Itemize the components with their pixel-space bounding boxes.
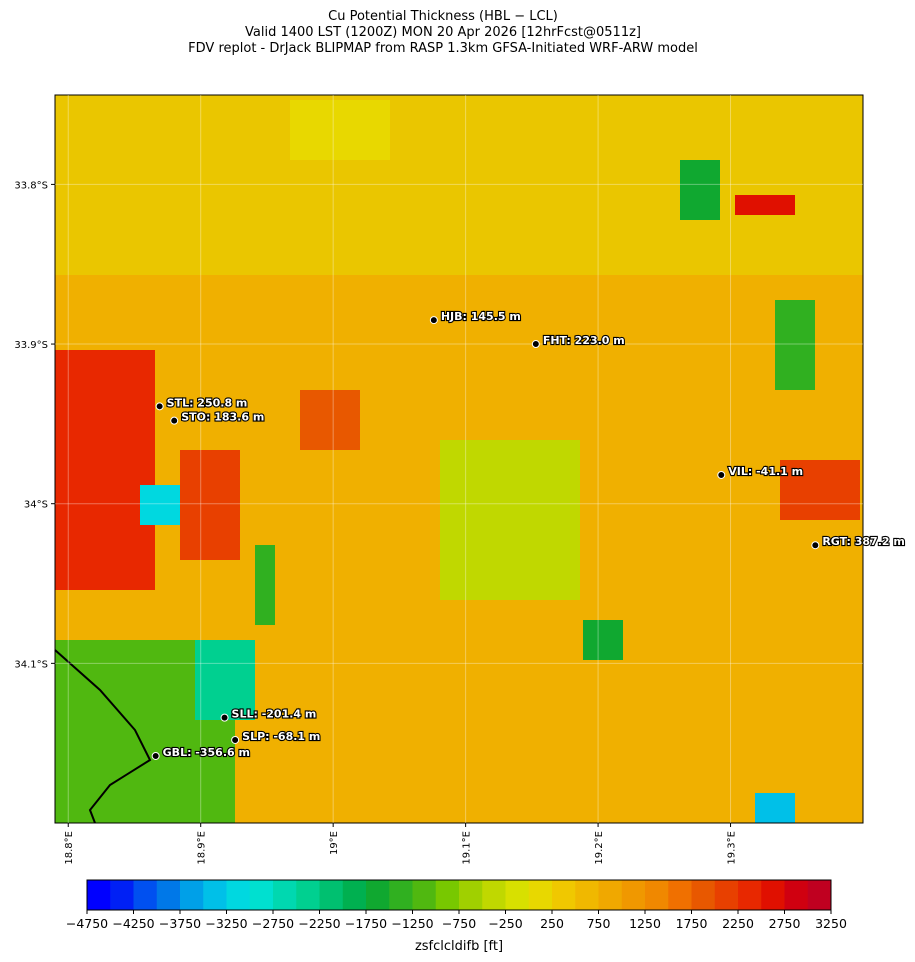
station-label: RGT: 387.2 m	[822, 535, 905, 548]
colorbar-swatch	[505, 880, 530, 910]
colorbar-tick-label: 250	[540, 916, 564, 931]
colorbar-swatch	[203, 880, 227, 910]
colorbar-swatch	[621, 880, 646, 910]
station-marker	[811, 541, 820, 550]
station-marker	[531, 340, 540, 349]
x-tick-label: 19.3°E	[727, 831, 738, 865]
colorbar-swatch	[528, 880, 553, 910]
colorbar-swatch	[738, 880, 762, 910]
colorbar-swatch	[319, 880, 344, 910]
title-line: Valid 1400 LST (1200Z) MON 20 Apr 2026 […	[245, 25, 641, 40]
colorbar-swatch	[412, 880, 437, 910]
station-marker	[151, 751, 160, 760]
colorbar-swatch	[180, 880, 204, 910]
station-marker	[155, 402, 164, 411]
colorbar-tick-label: −1250	[391, 916, 433, 931]
colorbar-swatch	[156, 880, 181, 910]
map-frame	[54, 94, 864, 824]
colorbar-swatch	[645, 880, 669, 910]
colorbar-tick-label: −2750	[252, 916, 294, 931]
colorbar-tick-label: −3250	[205, 916, 247, 931]
colorbar-swatch	[575, 880, 599, 910]
colorbar-tick-label: 2250	[722, 916, 754, 931]
colorbar-tick-label: −250	[488, 916, 522, 931]
station-marker	[717, 470, 726, 479]
colorbar-swatch	[273, 880, 297, 910]
colorbar-swatch	[133, 880, 158, 910]
station-label: FHT: 223.0 m	[543, 334, 625, 347]
colorbar-swatch	[668, 880, 692, 910]
colorbar-tick-label: 3250	[815, 916, 847, 931]
colorbar-tick-label: −4750	[66, 916, 108, 931]
colorbar-swatch	[110, 880, 134, 910]
colorbar-swatch	[714, 880, 739, 910]
colorbar-swatch	[226, 880, 251, 910]
title-line: Cu Potential Thickness (HBL − LCL)	[328, 9, 558, 24]
station-marker	[170, 416, 179, 425]
x-tick-label: 18.9°E	[197, 831, 208, 865]
colorbar-swatch	[761, 880, 785, 910]
colorbar-swatch	[552, 880, 576, 910]
station-marker	[429, 316, 438, 325]
y-tick-label: 34.1°S	[14, 659, 48, 670]
colorbar-swatch	[598, 880, 623, 910]
station-marker	[220, 713, 229, 722]
colorbar-tick-label: −2250	[298, 916, 340, 931]
station-label: STL: 250.8 m	[167, 396, 248, 409]
map-raster	[54, 95, 863, 824]
colorbar-tick-label: 1250	[629, 916, 661, 931]
colorbar-swatch	[296, 880, 320, 910]
station-label: SLL: -201.4 m	[232, 708, 317, 721]
colorbar-tick-label: 750	[587, 916, 611, 931]
station-label: VIL: -41.1 m	[728, 465, 803, 478]
colorbar-swatch	[435, 880, 460, 910]
colorbar-tick-label: −750	[442, 916, 476, 931]
colorbar-tick-label: −3750	[159, 916, 201, 931]
colorbar-swatch	[249, 880, 274, 910]
colorbar-tick-label: 1750	[676, 916, 708, 931]
colorbar-swatch	[807, 880, 832, 910]
x-tick-label: 19°E	[329, 831, 340, 855]
colorbar-tick-label: −1750	[345, 916, 387, 931]
station-label: GBL: -356.6 m	[163, 746, 250, 759]
colorbar-tick-label: −4250	[112, 916, 154, 931]
colorbar-swatch	[459, 880, 483, 910]
colorbar-swatch	[342, 880, 367, 910]
x-tick-label: 19.2°E	[594, 831, 605, 865]
colorbar-swatch	[482, 880, 506, 910]
station-marker	[231, 735, 240, 744]
colorbar-swatch	[691, 880, 716, 910]
station-label: STO: 183.6 m	[181, 411, 264, 424]
x-tick-label: 19.1°E	[462, 831, 473, 865]
colorbar-label: zsfclcldifb [ft]	[415, 939, 503, 954]
colorbar-swatch	[87, 880, 111, 910]
title-line: FDV replot - DrJack BLIPMAP from RASP 1.…	[188, 41, 698, 56]
x-tick-label: 18.8°E	[64, 831, 75, 865]
colorbar-swatch	[366, 880, 390, 910]
y-tick-label: 33.9°S	[14, 340, 48, 351]
colorbar-tick-label: 2750	[769, 916, 801, 931]
colorbar-swatch	[389, 880, 413, 910]
station-label: SLP: -68.1 m	[242, 730, 320, 743]
station-label: HJB: 145.5 m	[441, 310, 521, 323]
colorbar-swatch	[784, 880, 809, 910]
y-tick-label: 33.8°S	[14, 180, 48, 191]
y-tick-label: 34°S	[24, 500, 48, 511]
